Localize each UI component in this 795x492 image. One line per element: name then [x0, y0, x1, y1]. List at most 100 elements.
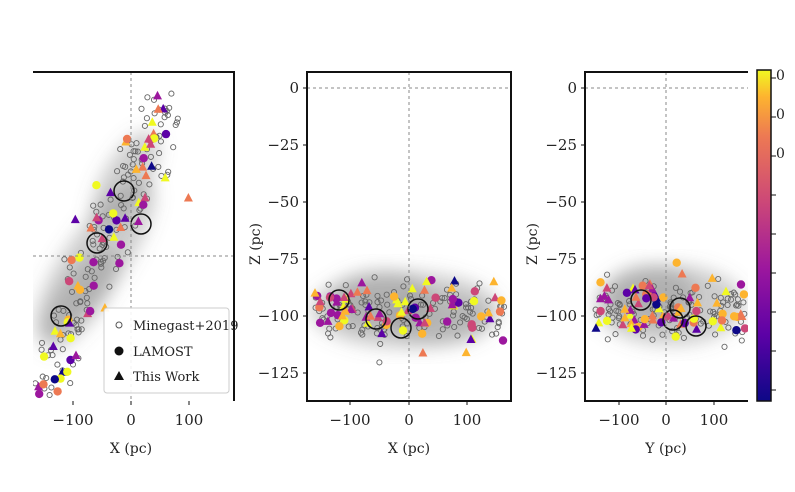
- thiswork-point: [716, 322, 726, 332]
- panel-right-y-ticklabel: −50: [545, 193, 577, 211]
- minegast-point: [435, 332, 442, 340]
- thiswork-point: [591, 323, 601, 332]
- lamost-point: [495, 307, 505, 316]
- thiswork-point: [620, 312, 630, 322]
- panel-right: 0 −25 −50 −75 −100 −125 −100 0 100 Y (pc) Z (…: [525, 71, 748, 457]
- lamost-point: [398, 326, 408, 335]
- lamost-point: [21, 366, 29, 374]
- minegast-point: [489, 331, 496, 338]
- lamost-point: [85, 306, 95, 316]
- lamost-point: [66, 334, 75, 343]
- thiswork-point: [489, 276, 499, 286]
- minegast-point: [668, 300, 675, 307]
- thiswork-point: [627, 323, 636, 332]
- panel-right-x-ticklabel-neg100: −100: [598, 411, 639, 429]
- minegast-point: [174, 115, 181, 122]
- lamost-point: [470, 287, 479, 296]
- minegast-point: [732, 291, 739, 298]
- panel-right-x-ticklabel-0: 0: [661, 411, 671, 429]
- thiswork-point: [721, 286, 731, 296]
- colorbar-gradient: [756, 69, 772, 402]
- panel-right-y-ticklabel: −100: [536, 307, 577, 325]
- lamost-point: [408, 304, 417, 314]
- lamost-point: [326, 308, 336, 318]
- minegast-point: [106, 283, 113, 290]
- minegast-point: [604, 336, 611, 343]
- panel-middle-x-ticklabel-0: 0: [404, 411, 414, 429]
- thiswork-point: [346, 288, 356, 298]
- minegast-point: [417, 301, 424, 308]
- thiswork-point: [315, 296, 325, 306]
- minegast-point: [419, 301, 427, 308]
- minegast-point: [476, 280, 483, 287]
- panel-middle-y-ticklabel: −25: [267, 136, 299, 154]
- panel-right-y-ticklabel: 0: [567, 79, 577, 97]
- minegast-point: [161, 114, 168, 121]
- minegast-point: [48, 384, 55, 391]
- lamost-point: [652, 300, 661, 309]
- lamost-point: [448, 294, 457, 304]
- lamost-point: [596, 278, 605, 287]
- panel-middle-x-ticklabel-neg100: −100: [329, 411, 370, 429]
- thiswork-point: [97, 233, 107, 243]
- thiswork-point: [138, 162, 148, 171]
- lamost-point: [63, 367, 72, 376]
- minegast-point: [721, 343, 728, 350]
- minegast-point: [75, 326, 82, 333]
- minegast-point: [54, 361, 61, 368]
- legend-marker-minegast: [115, 321, 123, 329]
- lamost-point: [431, 293, 440, 302]
- minegast-point: [607, 308, 614, 315]
- minegast-point: [91, 274, 98, 281]
- legend-label-minegast: Minegast+2019: [133, 319, 238, 334]
- minegast-point: [326, 325, 333, 332]
- minegast-point: [147, 153, 154, 160]
- lamost-point: [112, 216, 121, 225]
- minegast-point: [117, 192, 124, 199]
- minegast-point: [738, 337, 745, 344]
- lamost-point: [139, 154, 148, 163]
- lamost-point: [640, 315, 649, 324]
- cluster-ring: [662, 309, 684, 331]
- colorbar-ticklabel-3: 0: [776, 146, 785, 162]
- lamost-point: [596, 306, 605, 316]
- minegast-point: [371, 274, 378, 281]
- thiswork-point: [140, 192, 150, 202]
- lamost-point: [115, 259, 124, 268]
- thiswork-point: [648, 315, 658, 324]
- lamost-point: [67, 255, 76, 265]
- thiswork-point: [669, 313, 678, 322]
- cluster-ring: [669, 297, 691, 319]
- minegast-point: [135, 179, 142, 186]
- minegast-point: [157, 121, 164, 128]
- minegast-point: [75, 329, 82, 336]
- lamost-point: [497, 296, 506, 305]
- minegast-point: [604, 271, 611, 278]
- lamost-point: [35, 389, 44, 399]
- lamost-point: [161, 129, 171, 139]
- thiswork-point: [50, 326, 60, 335]
- minegast-point: [450, 312, 457, 319]
- lamost-point: [75, 285, 85, 294]
- lamost-point: [332, 294, 341, 303]
- minegast-point: [68, 288, 76, 295]
- lamost-point: [642, 294, 651, 303]
- lamost-point: [468, 323, 477, 332]
- thiswork-point: [338, 310, 347, 320]
- thiswork-point: [625, 310, 635, 319]
- panel-middle-y-axis: 0 −25 −50 −75 −100 −125: [258, 79, 307, 382]
- minegast-point: [94, 231, 101, 238]
- minegast-point: [500, 303, 508, 310]
- minegast-point: [616, 301, 623, 308]
- minegast-point: [130, 175, 137, 182]
- thiswork-point: [620, 304, 630, 313]
- minegast-point: [461, 314, 468, 321]
- minegast-point: [345, 323, 352, 330]
- minegast-point: [107, 196, 114, 203]
- lamost-point: [638, 281, 647, 290]
- thiswork-point: [377, 328, 387, 338]
- lamost-point: [729, 312, 739, 321]
- thiswork-point: [183, 193, 193, 202]
- panel-middle-y-ticklabel: 0: [289, 79, 299, 97]
- lamost-point: [39, 380, 48, 389]
